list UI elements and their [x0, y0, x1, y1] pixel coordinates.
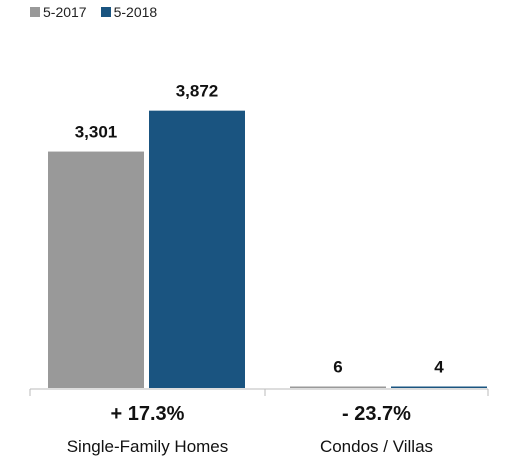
legend-item-2018: 5-2018 — [100, 4, 158, 20]
value-label-2018-1: 4 — [434, 358, 444, 377]
change-label-1: - 23.7% — [342, 403, 411, 425]
value-label-2017-1: 6 — [333, 358, 342, 377]
bar-2018-1 — [391, 386, 487, 388]
category-label-0: Single-Family Homes — [67, 437, 229, 456]
bar-2018-0 — [149, 110, 245, 389]
legend-swatch-2017 — [30, 7, 40, 17]
bar-2017-0 — [48, 151, 144, 388]
legend-label-2017: 5-2017 — [43, 4, 87, 20]
category-label-1: Condos / Villas — [320, 437, 433, 456]
chart-legend: 5-2017 5-2018 — [30, 4, 171, 20]
legend-label-2018: 5-2018 — [113, 4, 158, 20]
value-label-2017-0: 3,301 — [75, 123, 118, 142]
value-label-2018-0: 3,872 — [176, 82, 219, 101]
legend-item-2017: 5-2017 — [30, 4, 87, 20]
bar-2017-1 — [290, 386, 386, 388]
legend-swatch-2018 — [100, 7, 111, 17]
change-label-0: + 17.3% — [111, 403, 185, 425]
